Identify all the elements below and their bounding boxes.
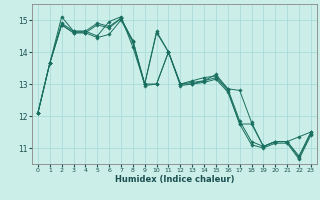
X-axis label: Humidex (Indice chaleur): Humidex (Indice chaleur) [115, 175, 234, 184]
